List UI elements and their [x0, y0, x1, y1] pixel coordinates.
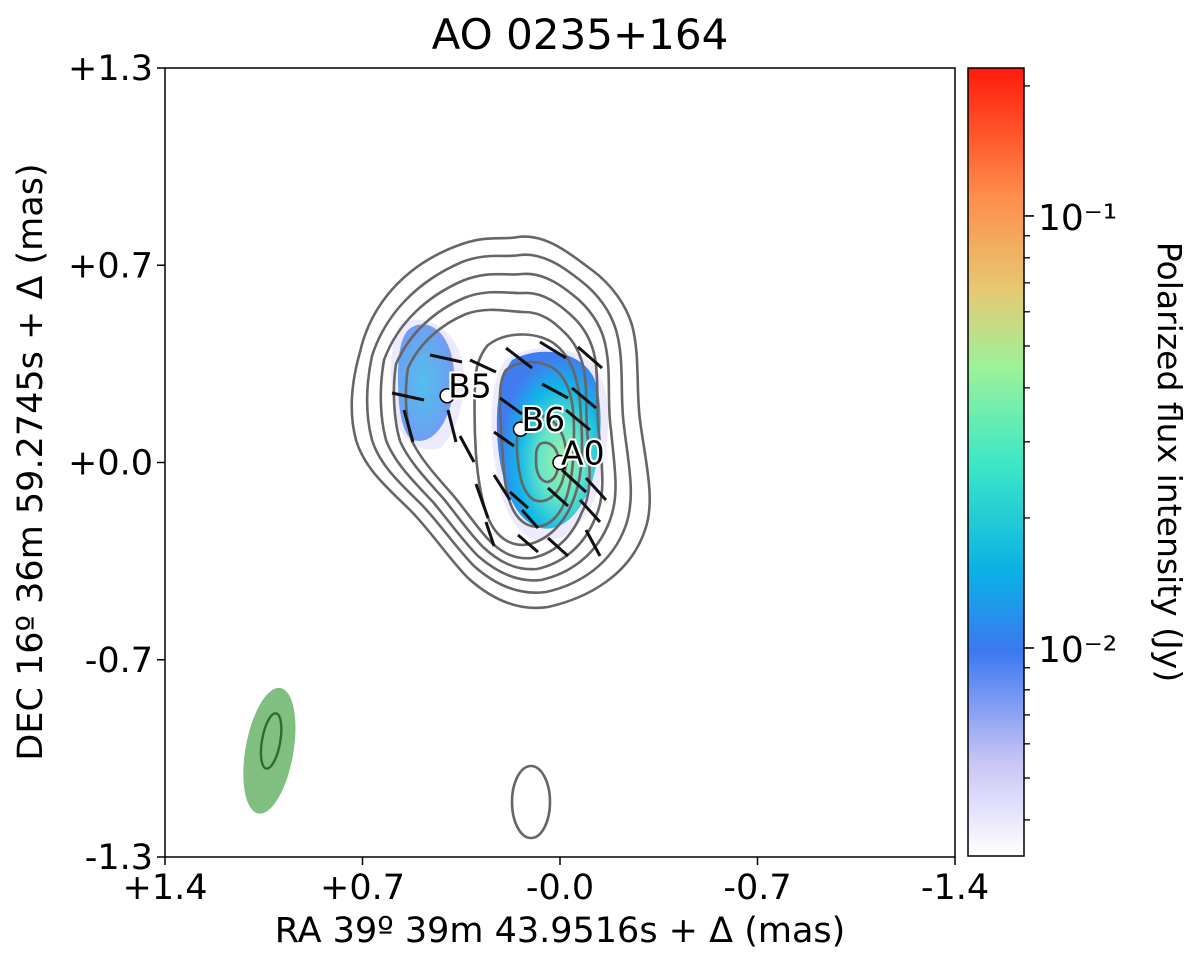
evpa-tick [391, 391, 425, 402]
contour-4 [392, 290, 604, 571]
evpa-tick [499, 396, 523, 416]
colorbar-tick-label: 10⁻² [1038, 630, 1117, 671]
x-axis-label: RA 39º 39m 43.9516s + Δ (mas) [275, 911, 846, 951]
contour-8 [515, 413, 568, 503]
evpa-tick [577, 345, 603, 370]
evpa-tick [484, 521, 496, 547]
contour-7 [498, 360, 576, 528]
contour-9 [534, 441, 560, 484]
polarized-flux-region-b5 [398, 324, 455, 441]
evpa-tick [578, 498, 602, 524]
y-tick-label: -0.7 [85, 641, 153, 681]
evpa-tick [429, 353, 463, 364]
evpa-tick [546, 486, 570, 508]
x-tick-label: -0.7 [723, 868, 791, 908]
contour-6 [473, 333, 584, 547]
evpa-tick [560, 468, 588, 494]
y-axis-label: DEC 16º 36m 59.2745s + Δ (mas) [11, 163, 51, 760]
component-label-b5: B5 [448, 367, 492, 406]
component-marker-b5 [439, 387, 455, 404]
evpa-tick [469, 358, 497, 374]
contour-1 [350, 235, 651, 610]
evpa-ticks [391, 340, 608, 558]
evpa-tick [492, 474, 512, 501]
x-tick-label: -0.0 [526, 868, 594, 908]
y-tick-label: -1.3 [85, 838, 153, 878]
evpa-tick [458, 435, 476, 463]
evpa-tick [509, 490, 529, 510]
x-tick-label: +1.4 [123, 868, 208, 908]
evpa-tick [565, 408, 591, 432]
evpa-tick [539, 340, 567, 360]
evpa-tick [520, 509, 540, 529]
evpa-tick [446, 409, 458, 443]
component-label-b6: B6 [522, 400, 566, 439]
evpa-tick [517, 533, 539, 554]
evpa-tick [505, 346, 533, 370]
x-tick-label: -1.4 [921, 868, 989, 908]
colorbar: 10⁻² 10⁻¹ [967, 67, 1117, 857]
colorbar-tick-label: 10⁻¹ [1038, 198, 1117, 239]
y-tick-label: +0.0 [68, 444, 153, 484]
component-marker-a0 [552, 454, 568, 471]
colorbar-gradient [967, 67, 1025, 857]
total-intensity-contours [350, 235, 651, 840]
colorbar-ticks: 10⁻² 10⁻¹ [1024, 85, 1117, 821]
y-axis-ticks: +1.3 +0.7 +0.0 -0.7 -1.3 [68, 49, 165, 878]
evpa-tick [546, 536, 570, 558]
evpa-tick [584, 476, 608, 502]
evpa-tick [474, 483, 490, 519]
evpa-tick [571, 386, 597, 410]
evpa-tick [493, 430, 515, 448]
x-tick-label: +0.7 [320, 868, 405, 908]
y-tick-label: +0.7 [68, 246, 153, 286]
colorbar-label: Polarized flux intensity (Jy) [1150, 242, 1189, 682]
component-label-a0: A0 [561, 434, 605, 473]
evpa-tick [541, 382, 569, 400]
evpa-tick [584, 529, 602, 557]
component-marker-b6 [512, 421, 529, 437]
contour-isolated [510, 764, 552, 840]
chart-title: AO 0235+164 [432, 10, 729, 59]
beam-ellipse [243, 687, 296, 814]
contour-3 [379, 272, 617, 582]
contour-2 [365, 253, 633, 594]
evpa-tick [402, 409, 415, 443]
beam-core [259, 712, 283, 770]
y-tick-label: +1.3 [68, 49, 153, 89]
x-axis-ticks: +1.4 +0.7 -0.0 -0.7 -1.4 [123, 857, 989, 908]
polarized-flux-halo-b5 [390, 319, 464, 450]
beam [243, 687, 296, 814]
